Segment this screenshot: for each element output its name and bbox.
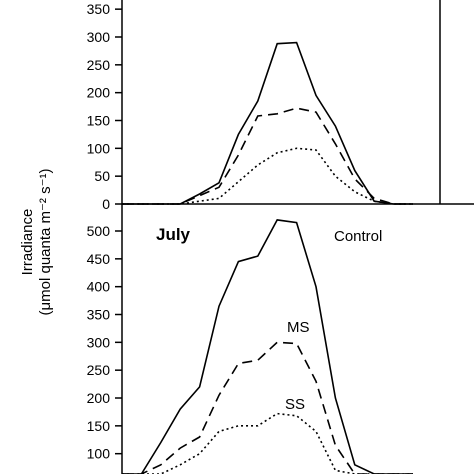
bottom-y-tick-label: 350 [87, 307, 111, 323]
top-y-tick-label: 200 [87, 85, 111, 101]
bottom-y-tick-label: 300 [87, 334, 111, 350]
bottom-y-tick-label: 400 [87, 279, 111, 295]
series-label-control: Control [334, 228, 382, 245]
y-axis-title-line2: (μmol quanta m⁻² s⁻¹) [37, 168, 54, 315]
top-y-tick-label: 50 [94, 168, 110, 184]
y-axis-title-line1: Irradiance [19, 209, 36, 276]
top-y-tick-label: 150 [87, 112, 111, 128]
series-label-ms: MS [287, 319, 310, 336]
bottom-series-lines [122, 219, 413, 474]
top-y-tick-label: 100 [87, 140, 111, 156]
bottom-y-tick-label: 250 [87, 362, 111, 378]
top-y-tick-label: 0 [102, 196, 110, 212]
bottom-y-tick-label: 500 [87, 223, 111, 239]
top-panel: 0 50 100 150 200 250 300 350 [87, 0, 474, 212]
bottom-panel: 100 150 200 250 300 350 400 450 500 July Control… [87, 204, 413, 474]
top-series-dashed-line [122, 107, 413, 205]
bottom-y-tick-label: 200 [87, 390, 111, 406]
bottom-y-tick-label: 450 [87, 251, 111, 267]
bottom-series-dotted-line [122, 412, 413, 474]
y-axis-title: Irradiance (μmol quanta m⁻² s⁻¹) [19, 168, 54, 315]
panel-label-july: July [156, 225, 191, 244]
top-series-dotted-line [122, 147, 413, 205]
top-y-tick-label: 300 [87, 29, 111, 45]
top-y-tick-label: 250 [87, 57, 111, 73]
bottom-y-tick-label: 150 [87, 418, 111, 434]
bottom-series-solid-line [122, 219, 413, 474]
series-label-ss: SS [285, 396, 305, 413]
top-series-solid-line [122, 41, 413, 205]
bottom-y-tick-label: 100 [87, 446, 111, 462]
bottom-y-ticks: 100 150 200 250 300 350 400 450 500 [87, 223, 122, 462]
bottom-series-dashed-line [122, 341, 413, 474]
top-y-tick-label: 350 [87, 1, 111, 17]
top-y-ticks: 0 50 100 150 200 250 300 350 [87, 1, 122, 212]
top-series-lines [122, 41, 413, 205]
